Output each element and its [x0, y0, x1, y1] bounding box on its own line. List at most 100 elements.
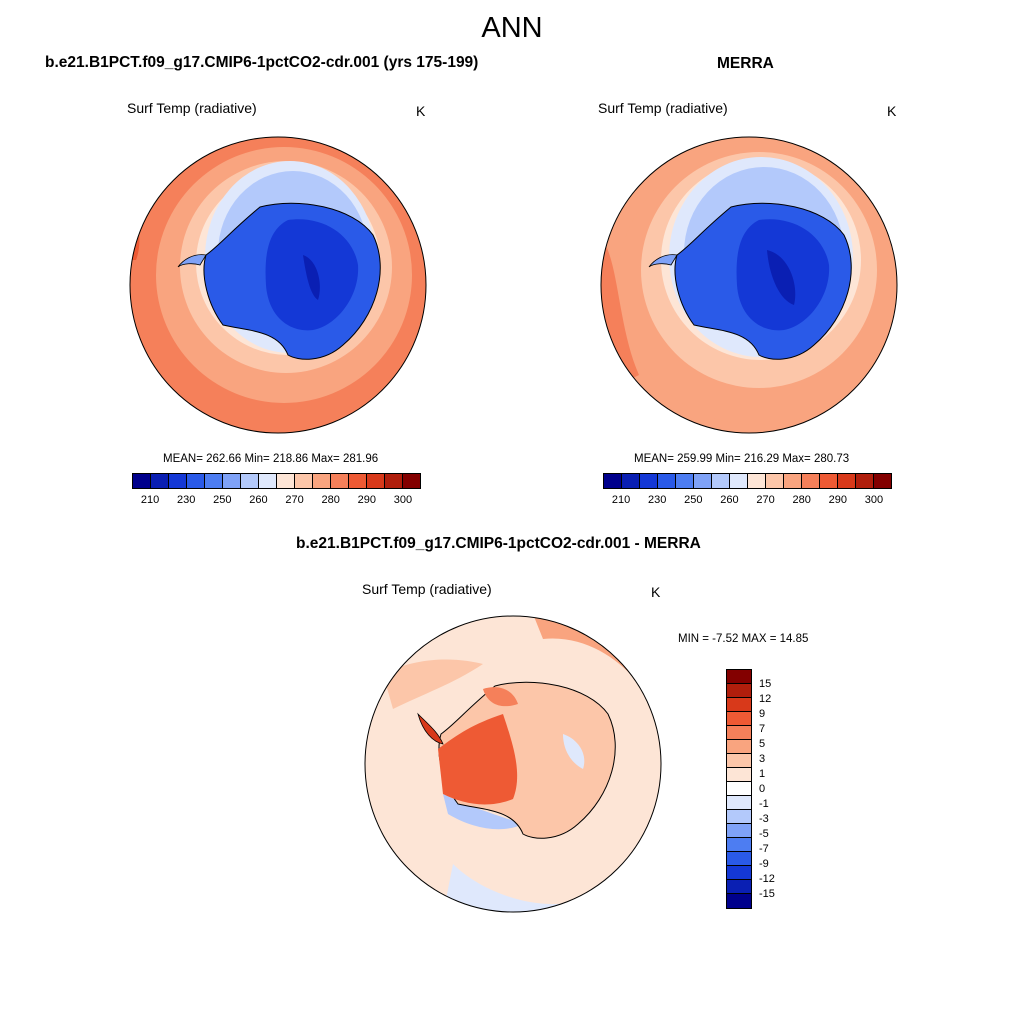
- diff-cool-south: [443, 864, 583, 912]
- colorbar-swatch: [856, 474, 874, 488]
- colorbar-swatch: [295, 474, 313, 488]
- variable-label-difference: Surf Temp (radiative): [362, 581, 492, 597]
- page-title: ANN: [481, 12, 543, 44]
- colorbar-swatch: [604, 474, 622, 488]
- diff-warm-west-antarctica: [438, 714, 518, 805]
- colorbar-swatch: [802, 474, 820, 488]
- colorbar-swatch: [727, 824, 751, 838]
- colorbar-swatch: [727, 796, 751, 810]
- colorbar-swatch: [676, 474, 694, 488]
- colorbar-tick-label: 270: [756, 494, 775, 506]
- units-label-model: K: [416, 103, 426, 119]
- map-boundary: [600, 136, 898, 434]
- colorbar-tick-label: -15: [759, 888, 775, 900]
- colorbar-swatch: [727, 852, 751, 866]
- map-boundary: [129, 136, 427, 434]
- colorbar-swatch: [313, 474, 331, 488]
- colorbar-tick-label: 3: [759, 753, 766, 765]
- colorbar-swatch: [766, 474, 784, 488]
- colorbar-tick-label: -7: [759, 843, 769, 855]
- colorbar-tick-label: 290: [828, 494, 847, 506]
- panel-title-merra: MERRA: [717, 55, 774, 72]
- colorbar-tick-label: 290: [357, 494, 376, 506]
- colorbar-tick-label: 12: [759, 693, 772, 705]
- colorbar-swatch: [205, 474, 223, 488]
- colorbar-swatch: [640, 474, 658, 488]
- colorbar-swatch: [784, 474, 802, 488]
- colorbar-swatch: [622, 474, 640, 488]
- colorbar-swatch: [151, 474, 169, 488]
- polar-map-difference: [364, 615, 662, 913]
- variable-label-merra: Surf Temp (radiative): [598, 100, 728, 116]
- stats-merra: MEAN= 259.99 Min= 216.29 Max= 280.73: [634, 453, 850, 465]
- colorbar-swatch: [658, 474, 676, 488]
- colorbar-tick-label: 5: [759, 738, 766, 750]
- colorbar-tick-label: 230: [177, 494, 196, 506]
- colorbar-ticks-merra: 210 230 250 260 270 280 290 300: [603, 494, 892, 508]
- colorbar-tick-label: 15: [759, 678, 772, 690]
- colorbar-tick-label: 250: [684, 494, 703, 506]
- colorbar-swatch: [223, 474, 241, 488]
- colorbar-swatch: [712, 474, 730, 488]
- map-boundary: [364, 615, 662, 913]
- colorbar-swatch: [727, 684, 751, 698]
- colorbar-tick-label: -9: [759, 858, 769, 870]
- antarctic-peninsula: [648, 254, 678, 268]
- colorbar-merra: [603, 473, 892, 489]
- colorbar-swatch: [727, 782, 751, 796]
- colorbar-tick-label: 300: [864, 494, 884, 506]
- colorbar-swatch: [727, 768, 751, 782]
- colorbar-tick-label: 280: [792, 494, 811, 506]
- colorbar-tick-label: 210: [140, 494, 160, 506]
- colorbar-swatch: [727, 880, 751, 894]
- colorbar-swatch: [694, 474, 712, 488]
- stats-difference: MIN = -7.52 MAX = 14.85: [678, 633, 809, 645]
- colorbar-tick-label: 250: [213, 494, 232, 506]
- colorbar-swatch: [331, 474, 349, 488]
- colorbar-swatch: [403, 474, 420, 488]
- panel-title-difference: b.e21.B1PCT.f09_g17.CMIP6-1pctCO2-cdr.00…: [296, 535, 701, 552]
- diff-cool-east: [563, 734, 585, 769]
- colorbar-swatch: [727, 712, 751, 726]
- colorbar-tick-label: 260: [249, 494, 268, 506]
- colorbar-tick-label: 210: [611, 494, 631, 506]
- colorbar-tick-label: 260: [720, 494, 739, 506]
- polar-map-model: [129, 136, 427, 434]
- units-label-difference: K: [651, 584, 661, 600]
- coldest-core: [303, 255, 320, 300]
- colorbar-tick-label: 280: [321, 494, 340, 506]
- colorbar-swatch: [727, 810, 751, 824]
- colorbar-swatch: [727, 726, 751, 740]
- colorbar-swatch: [874, 474, 891, 488]
- colorbar-swatch: [367, 474, 385, 488]
- colorbar-swatch: [259, 474, 277, 488]
- diff-cool-band: [443, 794, 523, 830]
- colorbar-swatch: [727, 740, 751, 754]
- antarctic-peninsula: [177, 254, 207, 268]
- colorbar-swatch: [838, 474, 856, 488]
- colorbar-swatch: [727, 754, 751, 768]
- colorbar-model: [132, 473, 421, 489]
- colorbar-difference: [726, 669, 752, 909]
- panel-title-model: b.e21.B1PCT.f09_g17.CMIP6-1pctCO2-cdr.00…: [45, 54, 479, 71]
- colorbar-swatch: [727, 698, 751, 712]
- colorbar-swatch: [727, 866, 751, 880]
- colorbar-swatch: [730, 474, 748, 488]
- colorbar-tick-label: 9: [759, 708, 766, 720]
- stats-model: MEAN= 262.66 Min= 218.86 Max= 281.96: [163, 453, 379, 465]
- colorbar-swatch: [748, 474, 766, 488]
- colorbar-swatch: [277, 474, 295, 488]
- units-label-merra: K: [887, 103, 897, 119]
- colorbar-tick-label: -12: [759, 873, 775, 885]
- colorbar-tick-label: 300: [393, 494, 413, 506]
- colorbar-swatch: [385, 474, 403, 488]
- colorbar-tick-label: 0: [759, 783, 766, 795]
- colorbar-tick-label: 1: [759, 768, 766, 780]
- colorbar-swatch: [133, 474, 151, 488]
- colorbar-swatch: [349, 474, 367, 488]
- colorbar-tick-label: 270: [285, 494, 304, 506]
- colorbar-swatch: [727, 838, 751, 852]
- diff-warm-west: [383, 659, 483, 709]
- colorbar-tick-label: -5: [759, 828, 769, 840]
- polar-map-merra: [600, 136, 898, 434]
